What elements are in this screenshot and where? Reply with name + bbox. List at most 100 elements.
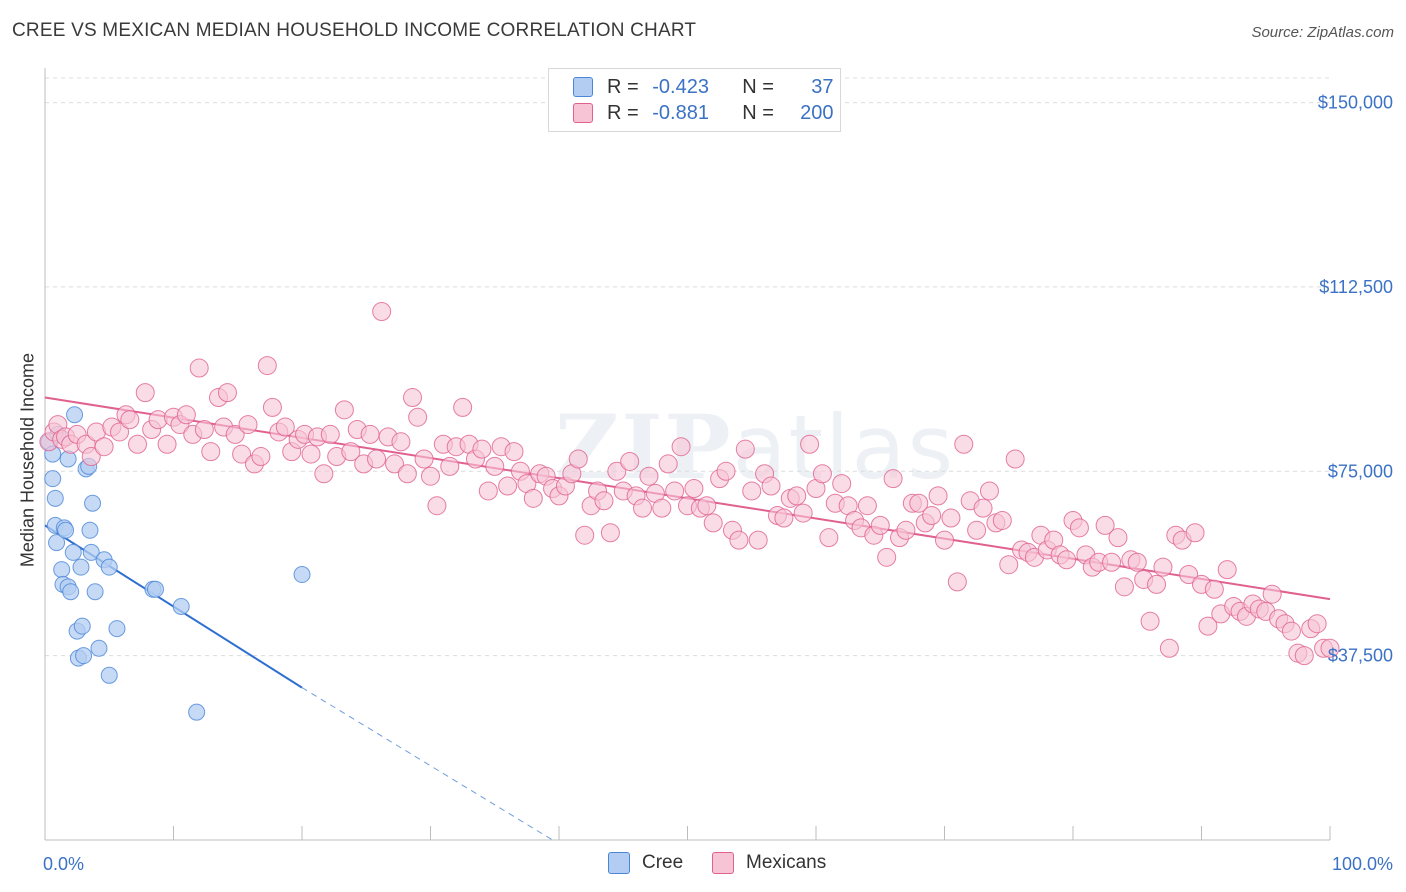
mexicans-point-74 [504, 442, 524, 462]
mexicans-point-94 [633, 498, 653, 518]
cree-point-7 [53, 561, 71, 579]
mexicans-point-129 [857, 496, 877, 516]
mexicans-point-139 [922, 506, 942, 526]
cree-point-29 [100, 558, 118, 576]
cree-point-27 [90, 639, 108, 657]
mexicans-point-131 [870, 515, 890, 535]
cree-point-2 [44, 470, 62, 488]
mexicans-point-59 [408, 407, 428, 427]
cree-n-value: 37 [811, 75, 834, 98]
mexicans-point-168 [1108, 528, 1128, 548]
mexicans-point-135 [896, 520, 916, 540]
mexicans-point-132 [877, 547, 897, 567]
mexicans-point-175 [1153, 557, 1173, 577]
mexicans-point-31 [232, 444, 252, 464]
mexicans-point-32 [238, 415, 258, 435]
cree-r-value: -0.423 [652, 75, 709, 98]
mexicans-point-36 [262, 397, 282, 417]
cree-point-14 [64, 543, 82, 561]
mexicans-point-182 [1198, 616, 1218, 636]
legend-mexicans-swatch [712, 852, 734, 874]
mexicans-point-112 [748, 530, 768, 550]
legend-row-cree: R = -0.423 N = 37 [573, 75, 834, 99]
cree-point-24 [82, 543, 100, 561]
mexicans-point-35 [257, 356, 277, 376]
x-tick-label-0: 0.0% [43, 854, 84, 874]
source-label: Source: ZipAtlas.com [1251, 24, 1394, 41]
mexicans-point-147 [973, 498, 993, 518]
mexicans-point-176 [1159, 638, 1179, 658]
mexicans-point-73 [498, 476, 518, 496]
mexicans-n-value: 200 [800, 101, 834, 124]
mexicans-point-151 [999, 555, 1019, 575]
legend-item-mexicans: Mexicans [712, 852, 826, 874]
cree-r-label: R = [607, 75, 645, 98]
mexicans-point-140 [928, 486, 948, 506]
mexicans-point-88 [594, 491, 614, 511]
mexicans-point-120 [800, 434, 820, 454]
mexicans-r-value: -0.881 [652, 101, 709, 124]
mexicans-point-34 [251, 447, 271, 467]
cree-point-26 [86, 583, 104, 601]
mexicans-point-95 [639, 466, 659, 486]
legend-item-cree: Cree [608, 852, 683, 874]
mexicans-point-97 [652, 498, 672, 518]
legend-row-mexicans: R = -0.881 N = 200 [573, 101, 834, 125]
chart-title: CREE VS MEXICAN MEDIAN HOUSEHOLD INCOME … [12, 20, 697, 41]
mexicans-point-52 [367, 449, 387, 469]
mexicans-point-42 [301, 444, 321, 464]
mexicans-point-142 [941, 508, 961, 528]
cree-point-5 [48, 534, 66, 552]
mexicans-point-12 [110, 422, 130, 442]
mexicans-point-98 [658, 454, 678, 474]
mexicans-point-89 [600, 523, 620, 543]
tick-labels: $37,500 $75,000 $112,500 $150,000 0.0% 100.0% [43, 93, 1393, 874]
mexicans-point-62 [427, 496, 447, 516]
mexicans-point-116 [774, 508, 794, 528]
mexicans-point-19 [157, 434, 177, 454]
mexicans-point-26 [201, 442, 221, 462]
x-tick-label-1: 100.0% [1332, 854, 1393, 874]
mexicans-point-14 [120, 410, 140, 430]
mexicans-point-107 [716, 461, 736, 481]
mexicans-point-109 [729, 530, 749, 550]
mexicans-point-148 [979, 481, 999, 501]
cree-point-20 [75, 647, 93, 665]
mexicans-point-118 [787, 486, 807, 506]
mexicans-point-85 [575, 525, 595, 545]
mexicans-point-30 [225, 424, 245, 444]
mexicans-point-111 [742, 481, 762, 501]
mexicans-point-199 [1307, 614, 1327, 634]
mexicans-point-160 [1057, 550, 1077, 570]
mexicans-point-57 [397, 464, 417, 484]
mexicans-point-51 [360, 424, 380, 444]
y-tick-label-2: $112,500 [1319, 277, 1393, 297]
mexicans-point-197 [1294, 646, 1314, 666]
mexicans-r-label: R = [607, 101, 645, 124]
mexicans-point-90 [607, 461, 627, 481]
cree-point-10 [57, 521, 75, 539]
cree-point-35 [188, 703, 206, 721]
mexicans-point-55 [385, 454, 405, 474]
mexicans-point-100 [671, 437, 691, 457]
mexicans-point-122 [812, 464, 832, 484]
mexicans-point-119 [793, 503, 813, 523]
mexicans-point-44 [314, 464, 334, 484]
cree-point-34 [172, 597, 190, 615]
cree-point-11 [59, 450, 77, 468]
mexicans-point-104 [697, 496, 717, 516]
mexicans-point-146 [967, 520, 987, 540]
mexicans-point-173 [1140, 611, 1160, 631]
cree-point-15 [66, 406, 84, 424]
mexicans-point-84 [568, 449, 588, 469]
cree-point-23 [81, 521, 99, 539]
cree-point-18 [72, 558, 90, 576]
cree-point-3 [46, 489, 64, 507]
mexicans-point-150 [992, 510, 1012, 530]
mexicans-point-143 [947, 572, 967, 592]
mexicans-point-105 [703, 513, 723, 533]
mexicans-point-60 [414, 449, 434, 469]
cree-n-label: N = [742, 75, 780, 98]
y-tick-label-1: $75,000 [1328, 461, 1393, 481]
mexicans-n-label: N = [742, 101, 780, 124]
